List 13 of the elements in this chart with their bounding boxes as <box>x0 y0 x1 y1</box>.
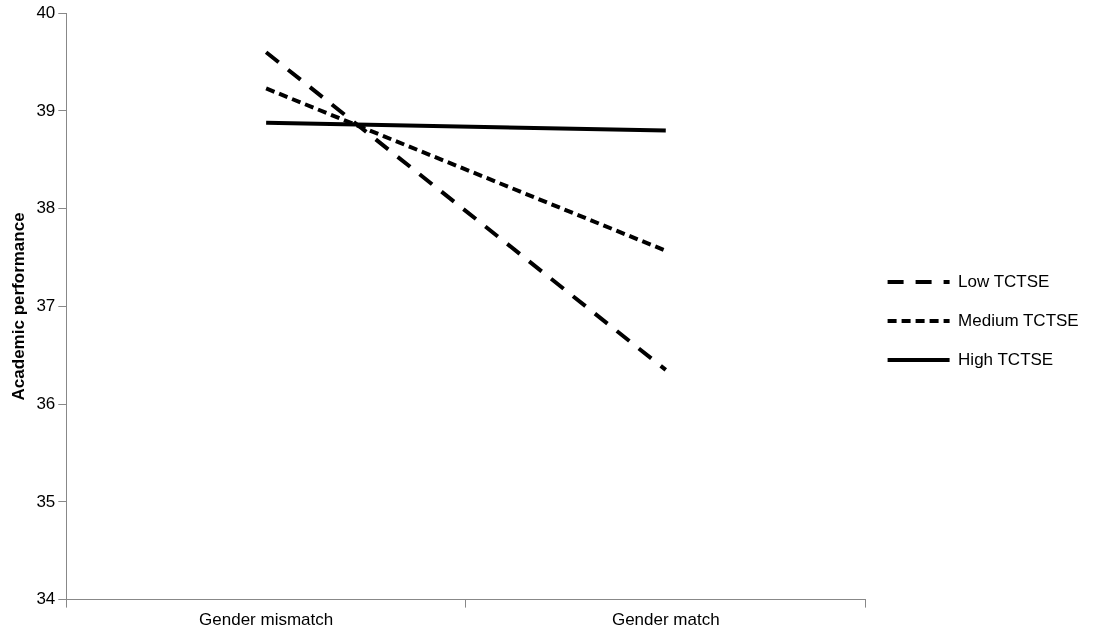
legend-label: Medium TCTSE <box>958 310 1079 330</box>
legend-label: Low TCTSE <box>958 271 1050 291</box>
x-tick-label: Gender match <box>611 610 720 630</box>
y-tick-label: 37 <box>36 296 56 316</box>
y-tick-label: 36 <box>36 393 56 413</box>
legend-label: High TCTSE <box>958 349 1054 369</box>
y-tick-label: 38 <box>36 198 56 218</box>
y-tick-label: 39 <box>36 100 56 120</box>
y-axis-title: Academic performance <box>8 212 28 401</box>
x-tick-label: Gender mismatch <box>199 610 334 630</box>
y-tick-label: 35 <box>36 491 56 511</box>
y-tick-label: 40 <box>36 2 56 22</box>
y-tick-label: 34 <box>36 589 56 609</box>
